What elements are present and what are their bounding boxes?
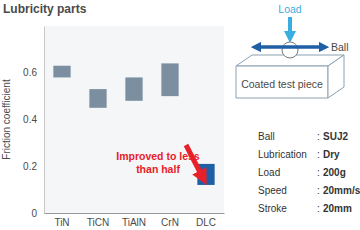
x-tick: DLC: [196, 213, 216, 228]
y-tick-label: 0.2: [23, 161, 37, 172]
condition-label: Ball: [258, 131, 275, 142]
load-arrow: [288, 17, 292, 37]
piece-label: Coated test piece: [241, 78, 323, 90]
condition-value: 20mm/s: [323, 185, 360, 196]
annotation-text: Improved to less: [116, 150, 200, 162]
y-tick-label: 0: [31, 208, 37, 219]
condition-separator: :: [317, 167, 320, 178]
condition-value: 20mm: [323, 203, 352, 214]
condition-label: Speed: [258, 185, 287, 196]
y-tick: 0.6: [23, 67, 44, 78]
condition-value: 200g: [323, 167, 346, 178]
ball-label: Ball: [331, 41, 349, 53]
x-axis: TiN TiCN TiAlN CrN DLC: [45, 213, 225, 228]
condition-separator: :: [317, 149, 320, 160]
x-tick-label: DLC: [196, 217, 216, 228]
x-tick: TiCN: [87, 213, 109, 228]
condition-value: Dry: [323, 149, 340, 160]
figure: Lubricity partsFriction coefficient00.20…: [0, 0, 360, 230]
condition-value: SUJ2: [323, 131, 348, 142]
y-axis-line: [44, 27, 45, 214]
piece-front: [236, 66, 328, 98]
condition-separator: :: [317, 203, 320, 214]
y-tick: 0: [31, 208, 44, 219]
load-label: Load: [278, 3, 302, 15]
ball: [282, 42, 298, 58]
test-diagram: LoadBallCoated test pieceBall:SUJ2Lubric…: [236, 3, 360, 214]
bars: [53, 63, 214, 185]
x-tick: TiN: [54, 213, 69, 228]
x-tick-label: TiAlN: [122, 217, 146, 228]
x-axis-line: [45, 213, 225, 214]
condition-label: Lubrication: [258, 149, 307, 160]
bar: [89, 89, 106, 108]
y-tick-label: 0.4: [23, 114, 37, 125]
condition-separator: :: [317, 185, 320, 196]
piece-side: [328, 55, 344, 98]
bar: [161, 63, 178, 96]
x-tick-label: TiN: [54, 217, 69, 228]
condition-separator: :: [317, 131, 320, 142]
bar: [125, 77, 142, 100]
x-tick-label: TiCN: [87, 217, 109, 228]
x-tick: TiAlN: [122, 213, 146, 228]
x-tick: CrN: [161, 213, 179, 228]
y-tick: 0.4: [23, 114, 44, 125]
x-tick-label: CrN: [161, 217, 179, 228]
y-axis-title: Friction coefficient: [1, 79, 12, 160]
bar: [53, 66, 70, 78]
stroke-arrow: [256, 45, 324, 49]
plot-background: [44, 26, 224, 213]
y-tick-label: 0.6: [23, 67, 37, 78]
annotation-text: than half: [136, 163, 180, 175]
condition-label: Stroke: [258, 203, 287, 214]
y-tick: 0.2: [23, 161, 44, 172]
y-axis: 0 0.2 0.4 0.6: [23, 27, 44, 219]
chart-title: Lubricity parts: [3, 2, 87, 16]
condition-label: Load: [258, 167, 280, 178]
